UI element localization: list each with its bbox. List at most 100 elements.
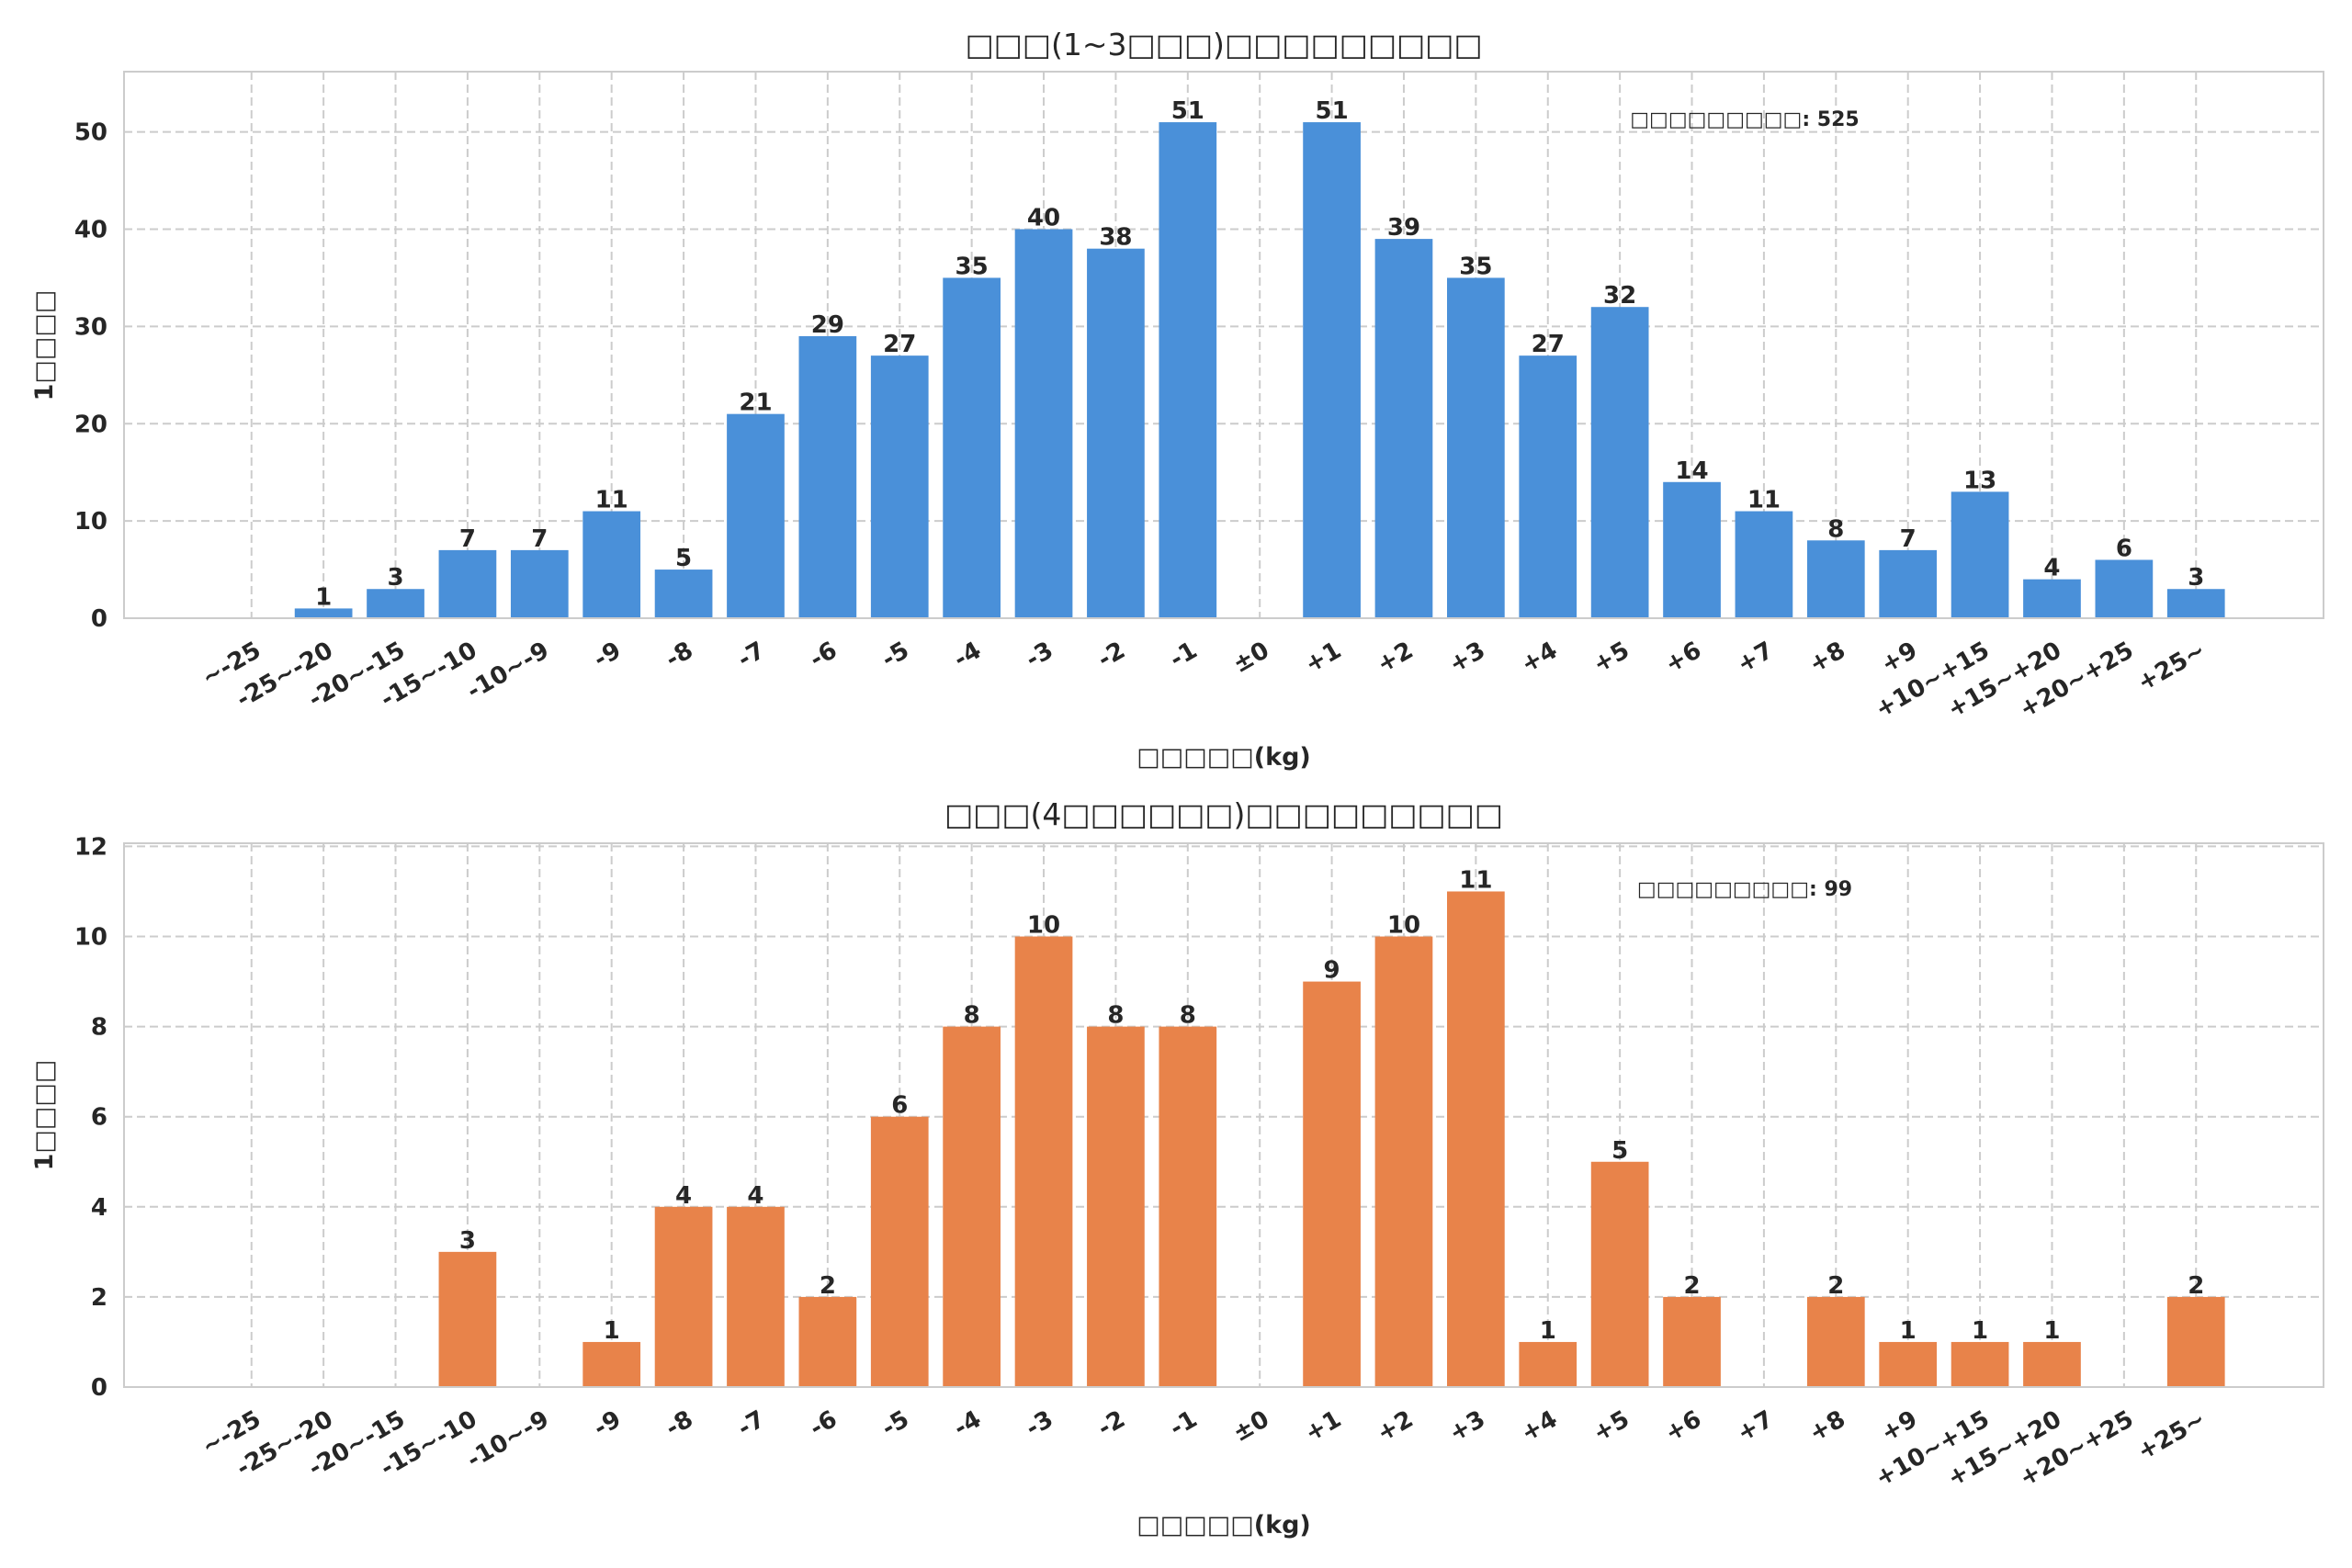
- bar-value-label: 11: [1747, 487, 1781, 514]
- bar: [438, 549, 497, 618]
- bar: [870, 1116, 929, 1387]
- bar: [1374, 239, 1433, 618]
- bar-value-label: 5: [1611, 1137, 1628, 1165]
- bar-value-label: 11: [1459, 866, 1492, 894]
- bar: [1663, 1296, 1721, 1387]
- bar: [1087, 1026, 1145, 1387]
- bar: [2095, 559, 2154, 618]
- bar-value-label: 7: [531, 525, 548, 553]
- bar-value-label: 8: [1827, 515, 1844, 543]
- x-tick-label: -2: [1093, 637, 1130, 673]
- bar-value-label: 6: [2116, 535, 2132, 562]
- bar-value-label: 4: [747, 1182, 763, 1210]
- x-tick-label: -9: [589, 637, 626, 673]
- bar-value-label: 1: [1900, 1317, 1917, 1345]
- x-tick-label: +6: [1660, 1405, 1706, 1448]
- bar: [943, 277, 1001, 618]
- x-tick-label: +8: [1804, 1405, 1850, 1448]
- bar: [1014, 229, 1073, 618]
- bar: [727, 413, 785, 618]
- bar: [1590, 1161, 1649, 1387]
- bar-value-label: 3: [459, 1227, 476, 1255]
- total-annotation: □□□□□□□□□: 525: [1630, 108, 1859, 131]
- bar: [1735, 511, 1793, 618]
- chart-title: □□□(1~3□□□)□□□□□□□□□: [965, 27, 1482, 62]
- bar-value-label: 1: [315, 583, 332, 611]
- x-tick-label: +1: [1301, 1405, 1347, 1448]
- bar-value-label: 2: [820, 1272, 836, 1300]
- x-tick-label: -3: [1022, 1405, 1058, 1442]
- bar: [1590, 307, 1649, 618]
- y-tick-label: 8: [91, 1014, 107, 1042]
- y-tick-label: 2: [91, 1284, 107, 1312]
- x-tick-label: +3: [1444, 1405, 1490, 1448]
- bar: [1663, 481, 1721, 618]
- bar-value-label: 51: [1171, 97, 1204, 125]
- bar: [943, 1026, 1001, 1387]
- bar: [654, 570, 713, 618]
- bar: [1374, 936, 1433, 1387]
- bar-value-label: 11: [595, 487, 628, 514]
- bar-value-label: 4: [2043, 555, 2060, 582]
- bar: [1879, 1341, 1938, 1387]
- bar-value-label: 29: [811, 311, 844, 339]
- bar: [510, 549, 569, 618]
- x-tick-label: +25~: [2133, 637, 2211, 697]
- y-tick-label: 30: [74, 313, 107, 341]
- y-axis-label: 1□□□□: [30, 290, 59, 401]
- x-tick-label: -7: [733, 637, 770, 673]
- bar: [1519, 1341, 1577, 1387]
- x-tick-label: -8: [662, 1405, 698, 1442]
- bar-value-label: 27: [1532, 331, 1565, 358]
- y-tick-label: 20: [74, 411, 107, 438]
- bar: [367, 589, 424, 618]
- bar: [1303, 981, 1361, 1387]
- x-tick-label: -6: [805, 1405, 842, 1442]
- bar-value-label: 35: [1459, 253, 1492, 280]
- bar: [1087, 248, 1145, 618]
- x-axis-label: □□□□□(kg): [1136, 1511, 1311, 1540]
- bar: [1951, 491, 2009, 618]
- bar: [727, 1206, 785, 1387]
- x-tick-label: -4: [949, 1405, 986, 1442]
- bar: [2166, 589, 2225, 618]
- x-tick-label: +6: [1660, 637, 1706, 679]
- y-tick-label: 12: [74, 833, 107, 861]
- bar: [1447, 277, 1505, 618]
- bar-value-label: 51: [1315, 97, 1348, 125]
- x-tick-label: -5: [877, 637, 914, 673]
- bar: [2023, 1341, 2081, 1387]
- bar: [1806, 540, 1865, 618]
- bar-value-label: 9: [1324, 957, 1340, 985]
- x-tick-label: +5: [1589, 637, 1634, 679]
- x-tick-label: -2: [1093, 1405, 1130, 1442]
- x-tick-label: +1: [1301, 637, 1347, 679]
- bar-value-label: 10: [1387, 912, 1420, 940]
- bar: [798, 335, 857, 618]
- x-tick-label: -6: [805, 637, 842, 673]
- bar-value-label: 7: [459, 525, 476, 553]
- x-tick-label: +7: [1733, 637, 1779, 679]
- bar: [2166, 1296, 2225, 1387]
- bar-value-label: 38: [1099, 224, 1132, 252]
- bar-value-label: 8: [1107, 1002, 1124, 1030]
- x-tick-label: +7: [1733, 1405, 1779, 1448]
- x-tick-label: -3: [1022, 637, 1058, 673]
- chart-title: □□□(4□□□□□□)□□□□□□□□□: [944, 796, 1503, 832]
- bar-value-label: 8: [964, 1002, 980, 1030]
- x-tick-label: +9: [1877, 637, 1923, 679]
- bar-value-label: 1: [2043, 1317, 2060, 1345]
- y-tick-label: 0: [91, 605, 107, 633]
- bar-value-label: 3: [2188, 564, 2204, 592]
- x-tick-label: +25~: [2133, 1405, 2211, 1466]
- y-tick-label: 10: [74, 924, 107, 952]
- bar: [294, 608, 353, 618]
- bar-value-label: 3: [387, 564, 403, 592]
- axes-frame: [123, 71, 2324, 619]
- bar: [1519, 355, 1577, 618]
- bar-value-label: 32: [1603, 282, 1636, 310]
- bar-value-label: 2: [1683, 1272, 1700, 1300]
